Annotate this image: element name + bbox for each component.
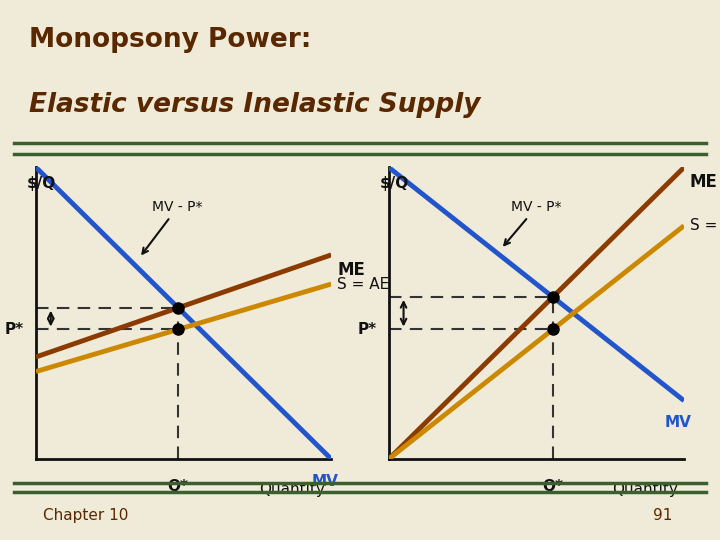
Text: Q*: Q* [168, 480, 189, 495]
Text: Quantity: Quantity [612, 482, 678, 497]
Text: $/Q: $/Q [380, 176, 409, 191]
Text: ME: ME [690, 173, 718, 191]
Text: MV: MV [665, 415, 691, 430]
Text: Monopsony Power:: Monopsony Power: [29, 27, 311, 53]
Text: Q*: Q* [542, 480, 563, 495]
Text: MV - P*: MV - P* [504, 200, 562, 245]
Text: P*: P* [358, 322, 377, 337]
Text: Quantity: Quantity [259, 482, 325, 497]
Text: P*: P* [5, 322, 24, 337]
Text: S = AE: S = AE [690, 218, 720, 233]
Text: MV - P*: MV - P* [143, 200, 203, 254]
Text: Elastic versus Inelastic Supply: Elastic versus Inelastic Supply [29, 92, 480, 118]
Text: Chapter 10: Chapter 10 [43, 508, 129, 523]
Text: MV: MV [312, 474, 338, 489]
Text: 91: 91 [653, 508, 672, 523]
Text: $/Q: $/Q [27, 176, 56, 191]
Text: ME: ME [337, 261, 365, 279]
Text: S = AE: S = AE [337, 276, 390, 292]
